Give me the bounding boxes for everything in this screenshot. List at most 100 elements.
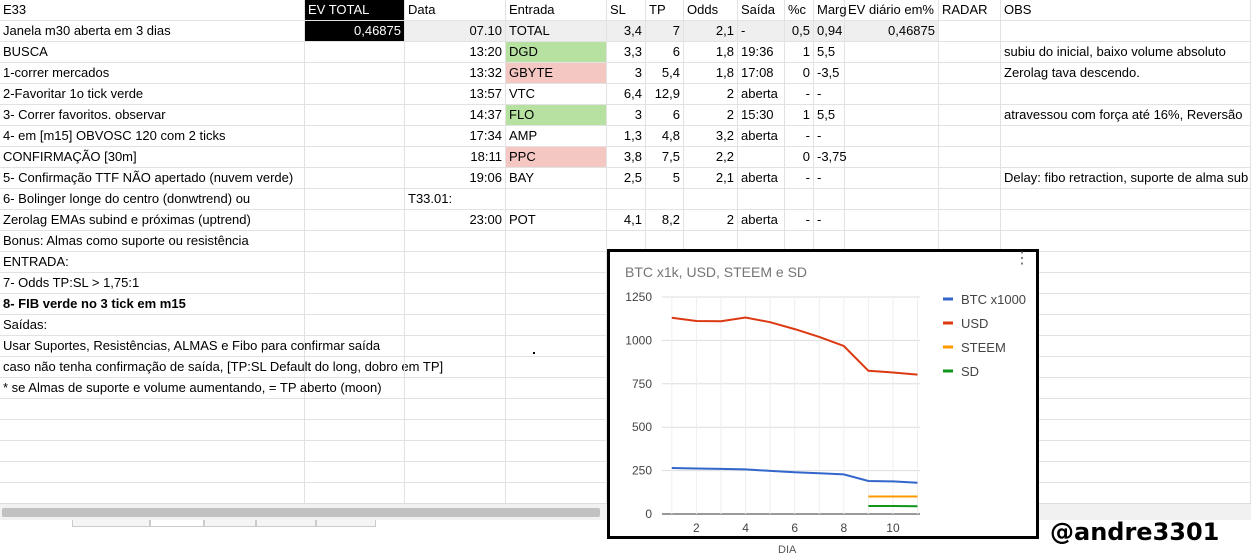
cell[interactable]	[738, 147, 785, 168]
trade-saida[interactable]: 19:36	[738, 42, 785, 63]
trade-pct[interactable]: 0	[785, 147, 814, 168]
trade-sl[interactable]: 3	[607, 63, 646, 84]
scrollbar-thumb[interactable]	[2, 508, 600, 517]
cell[interactable]	[305, 126, 405, 147]
trade-marg[interactable]: -3,75	[814, 147, 845, 168]
column-header-marg[interactable]: Marg	[814, 0, 845, 21]
note-cell[interactable]: 3- Correr favoritos. observar	[0, 105, 305, 126]
trade-tp[interactable]: 7,5	[646, 147, 684, 168]
cell[interactable]	[1001, 189, 1251, 210]
cell[interactable]	[506, 294, 607, 315]
cell[interactable]	[305, 231, 405, 252]
trade-sl[interactable]: 1,3	[607, 126, 646, 147]
trade-odds[interactable]: 2,1	[684, 168, 738, 189]
note-cell[interactable]: Zerolag EMAs subind e próximas (uptrend)	[0, 210, 305, 231]
trade-data[interactable]: 13:20	[405, 42, 506, 63]
trade-marg[interactable]: -	[814, 84, 845, 105]
cell[interactable]	[0, 399, 305, 420]
cell[interactable]	[506, 336, 607, 357]
note-cell[interactable]: 2-Favoritar 1o tick verde	[0, 84, 305, 105]
cell[interactable]	[405, 357, 506, 378]
trade-pct[interactable]: -	[785, 210, 814, 231]
trade-pct[interactable]: -	[785, 168, 814, 189]
note-cell[interactable]: BUSCA	[0, 42, 305, 63]
trade-sl[interactable]: 3,8	[607, 147, 646, 168]
trade-entrada[interactable]: VTC	[506, 84, 607, 105]
trade-saida[interactable]: 15:30	[738, 105, 785, 126]
cell[interactable]	[646, 189, 684, 210]
cell[interactable]	[738, 189, 785, 210]
cell[interactable]	[939, 126, 1001, 147]
cell[interactable]	[506, 273, 607, 294]
trade-tp[interactable]: 6	[646, 42, 684, 63]
cell[interactable]	[506, 483, 607, 504]
cell[interactable]	[506, 189, 607, 210]
trade-odds[interactable]: 2,1	[684, 21, 738, 42]
trade-tp[interactable]: 5	[646, 168, 684, 189]
trade-entrada[interactable]: DGD	[506, 42, 607, 63]
trade-saida[interactable]: -	[738, 21, 785, 42]
cell[interactable]	[305, 63, 405, 84]
trade-sl[interactable]: 2,5	[607, 168, 646, 189]
trade-sl[interactable]: 4,1	[607, 210, 646, 231]
cell[interactable]	[939, 21, 1001, 42]
trade-data[interactable]: 19:06	[405, 168, 506, 189]
cell[interactable]	[939, 42, 1001, 63]
column-header-odds[interactable]: Odds	[684, 0, 738, 21]
cell[interactable]	[845, 189, 939, 210]
trade-marg[interactable]: 5,5	[814, 42, 845, 63]
note-cell[interactable]: 8- FIB verde no 3 tick em m15	[0, 294, 305, 315]
trade-obs[interactable]: atravessou com força até 16%, Reversão	[1001, 105, 1251, 126]
sheet-tab[interactable]	[316, 520, 376, 527]
cell[interactable]	[305, 189, 405, 210]
column-header-tp[interactable]: TP	[646, 0, 684, 21]
cell[interactable]	[305, 441, 405, 462]
note-cell[interactable]: Usar Suportes, Resistências, ALMAS e Fib…	[0, 336, 305, 357]
column-header-sl[interactable]: SL	[607, 0, 646, 21]
cell[interactable]	[305, 84, 405, 105]
trade-odds[interactable]: 1,8	[684, 63, 738, 84]
trade-data[interactable]: 14:37	[405, 105, 506, 126]
cell[interactable]	[607, 189, 646, 210]
cell[interactable]	[939, 105, 1001, 126]
cell[interactable]	[305, 378, 405, 399]
sheet-tab[interactable]	[256, 520, 316, 527]
trade-marg[interactable]: -3,5	[814, 63, 845, 84]
cell[interactable]	[0, 420, 305, 441]
trade-pct[interactable]: 1	[785, 105, 814, 126]
trade-odds[interactable]: 1,8	[684, 42, 738, 63]
trade-marg[interactable]: -	[814, 210, 845, 231]
cell[interactable]	[506, 420, 607, 441]
cell[interactable]	[305, 252, 405, 273]
column-header-evd[interactable]: EV diário em%	[845, 0, 939, 21]
cell[interactable]	[506, 378, 607, 399]
cell[interactable]	[305, 168, 405, 189]
cell[interactable]	[305, 105, 405, 126]
cell[interactable]	[405, 441, 506, 462]
sheet-tab[interactable]	[204, 520, 256, 527]
trade-sl[interactable]: 3,4	[607, 21, 646, 42]
name-box[interactable]: E33	[0, 0, 305, 21]
cell[interactable]	[939, 84, 1001, 105]
trade-entrada[interactable]: PPC	[506, 147, 607, 168]
trade-entrada[interactable]: TOTAL	[506, 21, 607, 42]
cell[interactable]	[506, 231, 607, 252]
cell[interactable]	[939, 63, 1001, 84]
cell[interactable]	[845, 210, 939, 231]
trade-marg[interactable]: -	[814, 168, 845, 189]
cell[interactable]	[305, 42, 405, 63]
cell[interactable]	[405, 252, 506, 273]
note-cell[interactable]: 7- Odds TP:SL > 1,75:1	[0, 273, 305, 294]
note-cell[interactable]: 4- em [m15] OBVOSC 120 com 2 ticks	[0, 126, 305, 147]
trade-obs[interactable]: Zerolag tava descendo.	[1001, 63, 1251, 84]
cell[interactable]	[1001, 147, 1251, 168]
trade-pct[interactable]: 0,5	[785, 21, 814, 42]
cell[interactable]	[939, 189, 1001, 210]
cell[interactable]	[405, 378, 506, 399]
trade-evd[interactable]: 0,46875	[845, 21, 939, 42]
cell[interactable]	[684, 189, 738, 210]
cell[interactable]	[305, 399, 405, 420]
trade-odds[interactable]: 2	[684, 210, 738, 231]
trade-odds[interactable]: 2	[684, 105, 738, 126]
cell[interactable]	[305, 273, 405, 294]
